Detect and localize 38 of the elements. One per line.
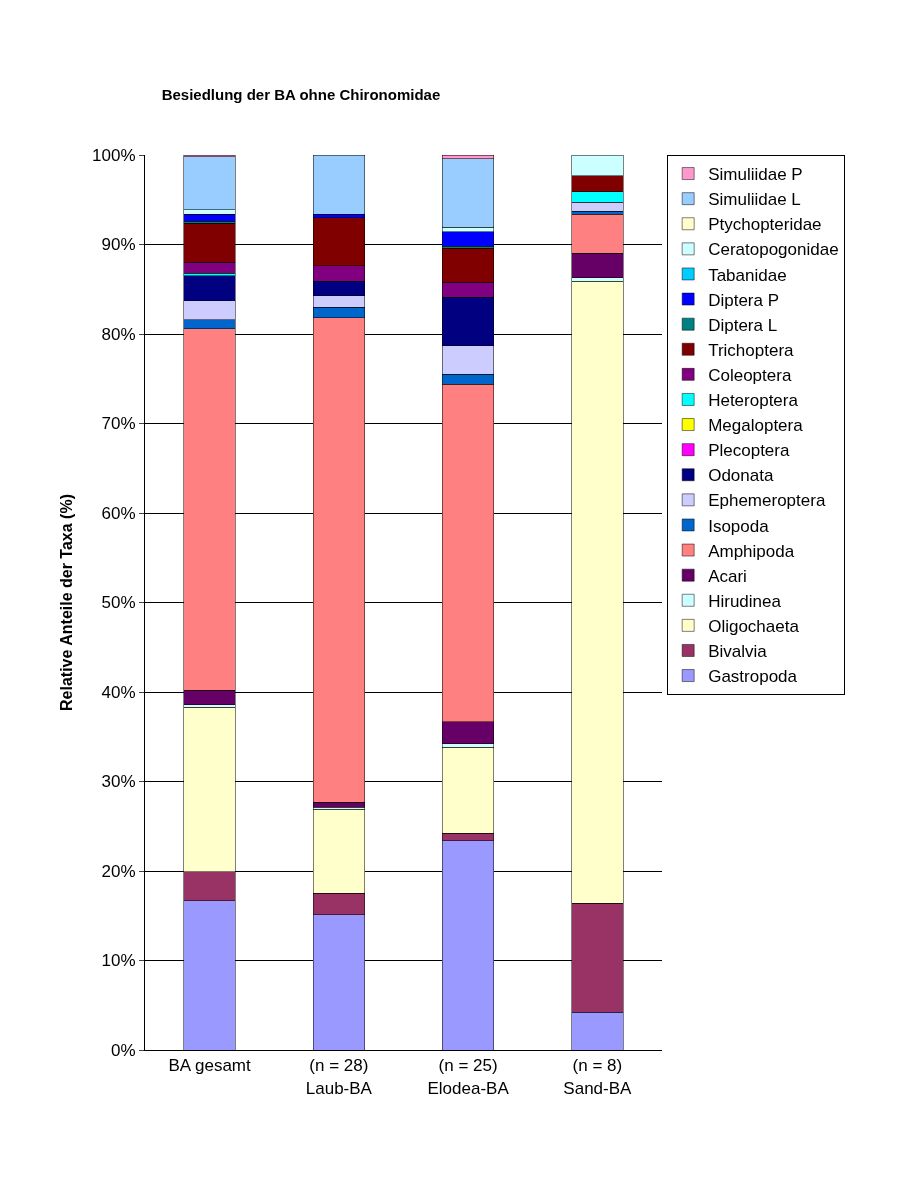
legend-label: Tabanidae bbox=[708, 265, 787, 285]
legend-label: Odonata bbox=[708, 466, 774, 486]
legend-label: Ephemeroptera bbox=[708, 491, 826, 511]
legend-label: Heteroptera bbox=[708, 391, 799, 411]
legend-label: Plecoptera bbox=[708, 441, 790, 461]
y-tick-label: 60% bbox=[101, 503, 136, 523]
x-tick-label: BA gesamt bbox=[168, 1056, 252, 1076]
y-tick-label: 100% bbox=[92, 145, 136, 165]
legend-label: Diptera P bbox=[708, 290, 780, 310]
y-axis-title: Relative Anteile der Taxa (%) bbox=[58, 494, 76, 711]
x-tick-label: (n = 28) Laub-BA bbox=[305, 1056, 373, 1098]
legend-label: Simuliidae L bbox=[708, 190, 801, 210]
y-tick-label: 30% bbox=[101, 772, 136, 792]
legend-label: Bivalvia bbox=[708, 642, 768, 662]
legend-label: Amphipoda bbox=[708, 541, 795, 561]
y-tick-label: 40% bbox=[101, 682, 136, 702]
legend-label: Gastropoda bbox=[708, 667, 798, 687]
legend-label: Oligochaeta bbox=[708, 616, 800, 636]
y-tick-label: 70% bbox=[101, 414, 136, 434]
legend-label: Ptychopteridae bbox=[708, 215, 822, 235]
y-tick-label: 0% bbox=[111, 1040, 136, 1060]
y-tick-label: 50% bbox=[101, 593, 136, 613]
legend-label: Acari bbox=[708, 566, 747, 586]
chart-title: Besiedlung der BA ohne Chironomidae bbox=[161, 86, 441, 104]
legend-label: Hirudinea bbox=[708, 591, 782, 611]
legend-label: Simuliidae P bbox=[708, 165, 803, 185]
legend-label: Trichoptera bbox=[708, 340, 795, 360]
y-tick-label: 80% bbox=[101, 324, 136, 344]
x-tick-label: (n = 8) Sand-BA bbox=[563, 1056, 633, 1098]
y-tick-label: 90% bbox=[101, 235, 136, 255]
x-tick-label: (n = 25) Elodea-BA bbox=[427, 1056, 510, 1098]
y-tick-label: 20% bbox=[101, 861, 136, 881]
legend-label: Ceratopogonidae bbox=[708, 240, 839, 260]
y-tick-label: 10% bbox=[101, 951, 136, 971]
legend-label: Diptera L bbox=[708, 315, 778, 335]
legend-label: Isopoda bbox=[708, 516, 770, 536]
legend-label: Coleoptera bbox=[708, 365, 792, 385]
legend-label: Megaloptera bbox=[708, 416, 804, 436]
